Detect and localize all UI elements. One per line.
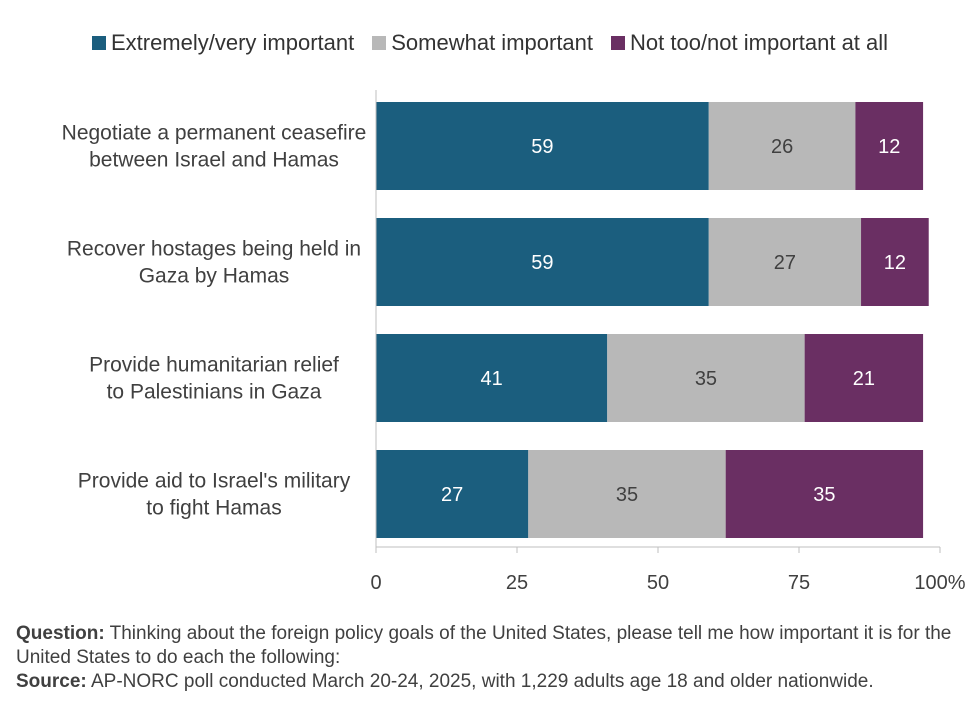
x-tick-label-0: 0 [370, 572, 381, 594]
bar-2-2 [804, 334, 924, 422]
category-label-3-0: Provide aid to Israel's military [78, 470, 351, 493]
bar-value-label-2-0: 41 [480, 368, 502, 390]
bar-1-2 [861, 218, 929, 306]
bar-value-label-2-1: 35 [695, 368, 717, 390]
bar-0-0 [376, 102, 709, 190]
legend-label-2: Not too/not important at all [630, 30, 889, 55]
x-tick-label-3: 75 [788, 572, 810, 594]
bar-value-label-3-1: 35 [616, 484, 638, 506]
category-label-2-0: Provide humanitarian relief [89, 354, 339, 377]
bar-1-0 [376, 218, 709, 306]
source-note: Source: AP-NORC poll conducted March 20-… [16, 670, 966, 694]
bar-1-1 [708, 218, 862, 306]
x-tick-label-4: 100% [914, 572, 965, 594]
chart-footnote: Question: Thinking about the foreign pol… [16, 622, 966, 694]
legend-item-1: Somewhat important [372, 30, 593, 56]
bar-value-label-1-2: 12 [884, 252, 906, 274]
bar-value-label-1-1: 27 [774, 252, 796, 274]
legend-label-1: Somewhat important [391, 30, 594, 55]
bar-value-label-3-0: 27 [441, 484, 463, 506]
question-note: Question: Thinking about the foreign pol… [16, 622, 966, 670]
category-label-3-1: to fight Hamas [146, 497, 281, 520]
category-label-0-1: between Israel and Hamas [89, 149, 339, 172]
bar-2-0 [376, 334, 608, 422]
x-tick-label-1: 25 [506, 572, 528, 594]
bar-value-label-0-2: 12 [878, 136, 900, 158]
x-tick-label-2: 50 [647, 572, 669, 594]
stacked-bar-chart: 59 26 12 Negotiate a permanent ceasefire bet… [62, 90, 966, 594]
question-label: Question: [16, 623, 105, 644]
bar-3-2 [725, 450, 924, 538]
bar-value-label-2-2: 21 [853, 368, 875, 390]
legend-swatch-0 [91, 36, 106, 50]
bar-0-1 [708, 102, 856, 190]
bar-value-label-1-0: 59 [531, 252, 553, 274]
bar-value-label-0-1: 26 [771, 136, 793, 158]
category-label-1-1: Gaza by Hamas [139, 265, 290, 288]
legend-swatch-2 [611, 36, 626, 50]
legend-item-0: Extremely/very important [91, 30, 355, 56]
bar-2-1 [607, 334, 805, 422]
question-text: Thinking about the foreign policy goals … [16, 623, 952, 668]
bar-3-1 [528, 450, 726, 538]
legend-label-0: Extremely/very important [110, 30, 355, 55]
bar-0-2 [855, 102, 924, 190]
bar-value-label-0-0: 59 [531, 136, 553, 158]
legend-item-2: Not too/not important at all [611, 30, 888, 56]
source-text: AP-NORC poll conducted March 20-24, 2025… [86, 671, 874, 692]
bar-3-0 [376, 450, 529, 538]
category-label-1-0: Recover hostages being held in [67, 238, 361, 261]
chart-legend: Extremely/very important Somewhat importa… [0, 30, 980, 56]
legend-swatch-1 [372, 36, 387, 50]
bar-value-label-3-2: 35 [813, 484, 835, 506]
category-label-2-1: to Palestinians in Gaza [107, 381, 322, 404]
category-label-0-0: Negotiate a permanent ceasefire [62, 122, 367, 145]
source-label: Source: [16, 671, 87, 692]
